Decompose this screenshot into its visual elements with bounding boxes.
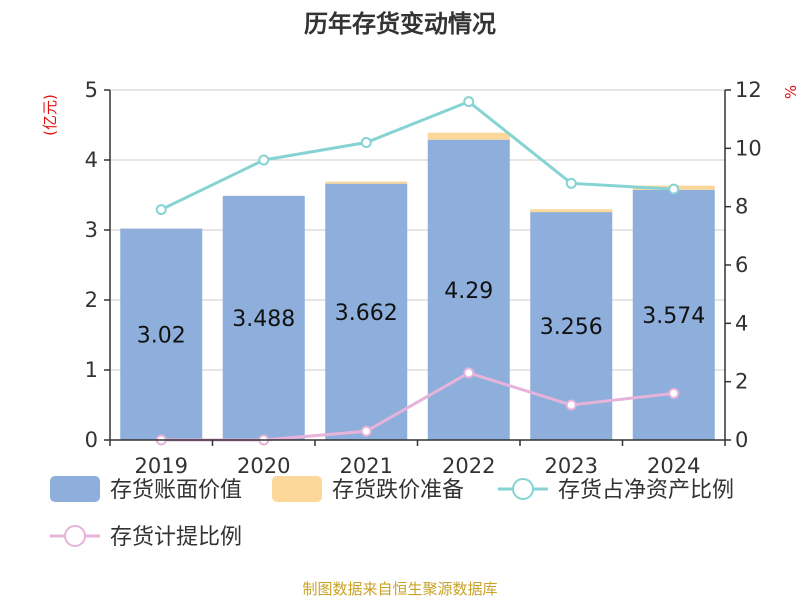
bar-label: 3.256	[540, 315, 603, 340]
legend-marker	[512, 478, 534, 500]
legend-label: 存货账面价值	[110, 478, 242, 503]
x-tick-label: 2024	[647, 454, 700, 478]
line-point	[463, 96, 475, 108]
left-axis-unit: (亿元)	[41, 94, 59, 136]
source-note: 制图数据来自恒生聚源数据库	[302, 580, 497, 598]
right-axis-unit: %	[782, 85, 800, 99]
left-tick-label: 1	[85, 358, 98, 382]
chart-title: 历年存货变动情况	[304, 10, 496, 38]
bar-label: 3.02	[137, 323, 186, 348]
bar-book-value	[222, 195, 305, 440]
legend-swatch	[272, 476, 322, 502]
bars: 3.02 3.488 3.662 4.29 3.256 3.574	[120, 132, 715, 440]
bar-label: 4.29	[444, 279, 493, 304]
bar-label: 3.574	[642, 304, 705, 329]
line-point	[360, 137, 372, 148]
left-tick-label: 2	[85, 288, 98, 312]
line-point	[668, 183, 680, 195]
left-tick-label: 3	[85, 218, 98, 242]
line-point	[155, 204, 167, 216]
right-tick-label: 0	[735, 428, 748, 452]
legend-swatch	[50, 476, 100, 502]
bar-impairment	[530, 209, 613, 213]
x-tick-label: 2020	[237, 454, 290, 478]
right-tick-label: 10	[735, 136, 762, 160]
left-tick-label: 5	[85, 78, 98, 102]
bar-label: 3.488	[232, 307, 295, 332]
line-net-asset-ratio	[160, 99, 674, 211]
line-point	[565, 177, 577, 189]
line-point	[258, 154, 270, 166]
line-point	[565, 399, 577, 411]
right-tick-label: 2	[735, 370, 748, 394]
x-tick-label: 2021	[340, 454, 393, 478]
right-tick-label: 6	[735, 253, 748, 277]
lines	[155, 96, 680, 446]
bar-label: 3.662	[335, 301, 398, 326]
x-tick-label: 2023	[545, 454, 598, 478]
legend-label: 存货计提比例	[110, 525, 242, 550]
right-tick-label: 12	[735, 78, 762, 102]
bar-impairment	[427, 132, 510, 140]
bar-impairment	[325, 181, 408, 184]
left-tick-label: 0	[85, 428, 98, 452]
left-tick-label: 4	[85, 148, 98, 172]
line-point	[668, 387, 680, 399]
bar-book-value	[325, 183, 408, 440]
gridlines	[110, 89, 725, 371]
bar-book-value	[120, 228, 203, 440]
legend-label: 存货占净资产比例	[558, 478, 734, 503]
x-tick-label: 2022	[442, 454, 495, 478]
right-tick-label: 8	[735, 195, 748, 219]
line-point	[463, 367, 475, 379]
right-tick-label: 4	[735, 311, 748, 335]
legend-marker	[64, 525, 86, 547]
line-point	[360, 425, 372, 437]
legend-label: 存货跌价准备	[332, 478, 464, 503]
x-tick-label: 2019	[135, 454, 188, 478]
